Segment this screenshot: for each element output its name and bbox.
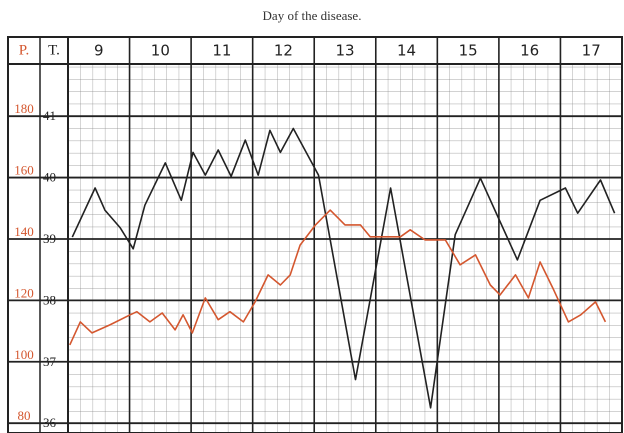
y-tick-label: 36 (43, 415, 57, 430)
y-tick-label: 39 (43, 231, 56, 246)
y2-tick-label: 180 (14, 101, 34, 116)
x-tick-label: 12 (274, 42, 293, 60)
y2-axis-label: P. (19, 42, 29, 58)
x-tick-label: 9 (94, 42, 104, 60)
x-tick-label: 17 (582, 42, 601, 60)
x-tick-label: 16 (520, 42, 539, 60)
series-line (69, 209, 607, 346)
y-tick-label: 41 (43, 108, 56, 123)
y2-tick-label: 140 (14, 224, 34, 239)
y2-tick-label: 160 (14, 163, 34, 178)
x-tick-label: 10 (151, 42, 170, 60)
minor-grid (68, 64, 622, 433)
y2-tick-label: 80 (18, 408, 31, 423)
y-axis-label: T. (48, 42, 60, 58)
x-tick-label: 14 (397, 42, 416, 60)
x-tick-label: 11 (212, 42, 231, 60)
x-tick-label: 15 (459, 42, 478, 60)
y2-tick-label: 100 (14, 347, 34, 362)
chart-title: Day of the disease. (263, 8, 362, 23)
x-tick-label: 13 (335, 42, 354, 60)
y-tick-label: 37 (43, 354, 57, 369)
series-line (71, 127, 616, 409)
y2-tick-label: 120 (14, 285, 34, 300)
y-tick-label: 40 (43, 170, 56, 185)
y-tick-label: 38 (43, 292, 56, 307)
